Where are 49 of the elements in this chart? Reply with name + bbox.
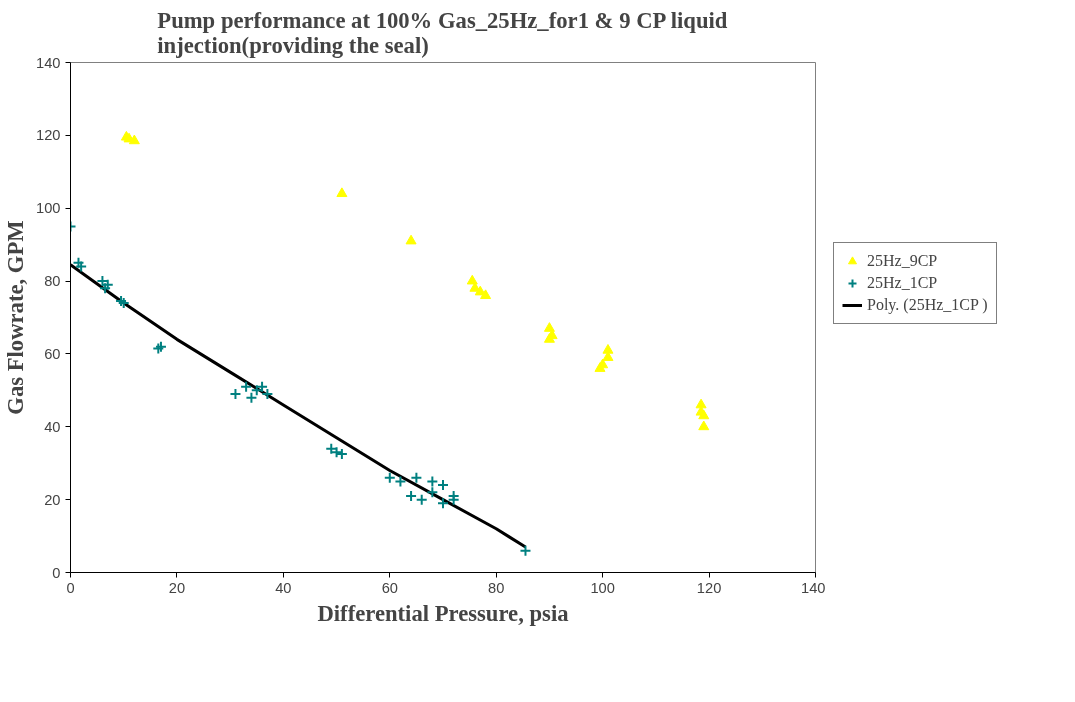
point xyxy=(128,134,140,145)
point xyxy=(519,544,532,557)
x-tick-label: 100 xyxy=(590,579,615,596)
point xyxy=(261,388,274,400)
chart-title: Pump performance at 100% Gas_25Hz_for1 & 9 CP liquid injection(providing the seal) xyxy=(157,7,728,58)
point xyxy=(480,289,492,300)
x-tick-label: 60 xyxy=(381,579,398,596)
point xyxy=(75,260,88,273)
point xyxy=(405,234,417,245)
legend-label: 25Hz_1CP xyxy=(867,274,938,292)
point xyxy=(336,187,348,198)
point xyxy=(394,475,407,488)
point xyxy=(698,420,710,431)
y-tick-label: 100 xyxy=(36,200,61,217)
point xyxy=(466,274,478,285)
point xyxy=(415,493,428,506)
point xyxy=(426,486,439,499)
x-tick-label: 140 xyxy=(801,579,826,596)
x-tick-label: 20 xyxy=(168,579,186,596)
y-tick-label: 80 xyxy=(44,273,61,290)
x-tick-label: 0 xyxy=(66,579,75,596)
x-tick-label: 40 xyxy=(275,579,292,596)
point xyxy=(543,322,555,332)
point xyxy=(597,358,609,369)
point xyxy=(447,493,460,506)
legend-label: 25Hz_9CP xyxy=(867,252,938,270)
point xyxy=(695,398,707,409)
point xyxy=(99,282,112,295)
y-tick-label: 60 xyxy=(44,345,61,362)
y-tick-label: 0 xyxy=(52,564,61,581)
y-axis-title: Gas Flowrate, GPM xyxy=(3,220,29,415)
point xyxy=(229,388,242,400)
point xyxy=(543,333,555,343)
legend-label: Poly. (25Hz_1CP ) xyxy=(867,296,988,314)
point xyxy=(405,490,418,502)
x-tick-label: 120 xyxy=(696,579,722,596)
y-tick-label: 40 xyxy=(44,418,61,435)
x-tick-label: 80 xyxy=(488,579,505,596)
point xyxy=(437,497,449,510)
point xyxy=(602,344,614,354)
y-tick-label: 140 xyxy=(36,54,61,71)
point xyxy=(410,471,423,484)
x-axis-title: Differential Pressure, psia xyxy=(317,600,569,626)
y-tick-label: 20 xyxy=(44,491,61,508)
y-tick-label: 120 xyxy=(36,127,61,144)
point xyxy=(426,475,439,488)
point xyxy=(72,256,85,269)
point xyxy=(240,380,253,393)
point xyxy=(383,471,396,484)
